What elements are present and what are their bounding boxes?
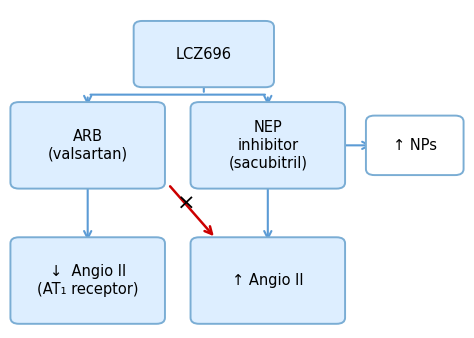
Text: ↓  Angio II
(AT₁ receptor): ↓ Angio II (AT₁ receptor) <box>37 264 138 297</box>
Text: NEP
inhibitor
(sacubitril): NEP inhibitor (sacubitril) <box>228 120 307 170</box>
FancyBboxPatch shape <box>191 102 345 189</box>
Text: LCZ696: LCZ696 <box>176 47 232 62</box>
Text: $\times$: $\times$ <box>176 193 194 213</box>
FancyBboxPatch shape <box>10 237 165 324</box>
Text: ↑ NPs: ↑ NPs <box>393 138 437 153</box>
FancyBboxPatch shape <box>366 116 464 175</box>
FancyBboxPatch shape <box>134 21 274 87</box>
FancyBboxPatch shape <box>191 237 345 324</box>
FancyBboxPatch shape <box>10 102 165 189</box>
Text: ARB
(valsartan): ARB (valsartan) <box>47 129 128 162</box>
Text: ↑ Angio II: ↑ Angio II <box>232 273 304 288</box>
